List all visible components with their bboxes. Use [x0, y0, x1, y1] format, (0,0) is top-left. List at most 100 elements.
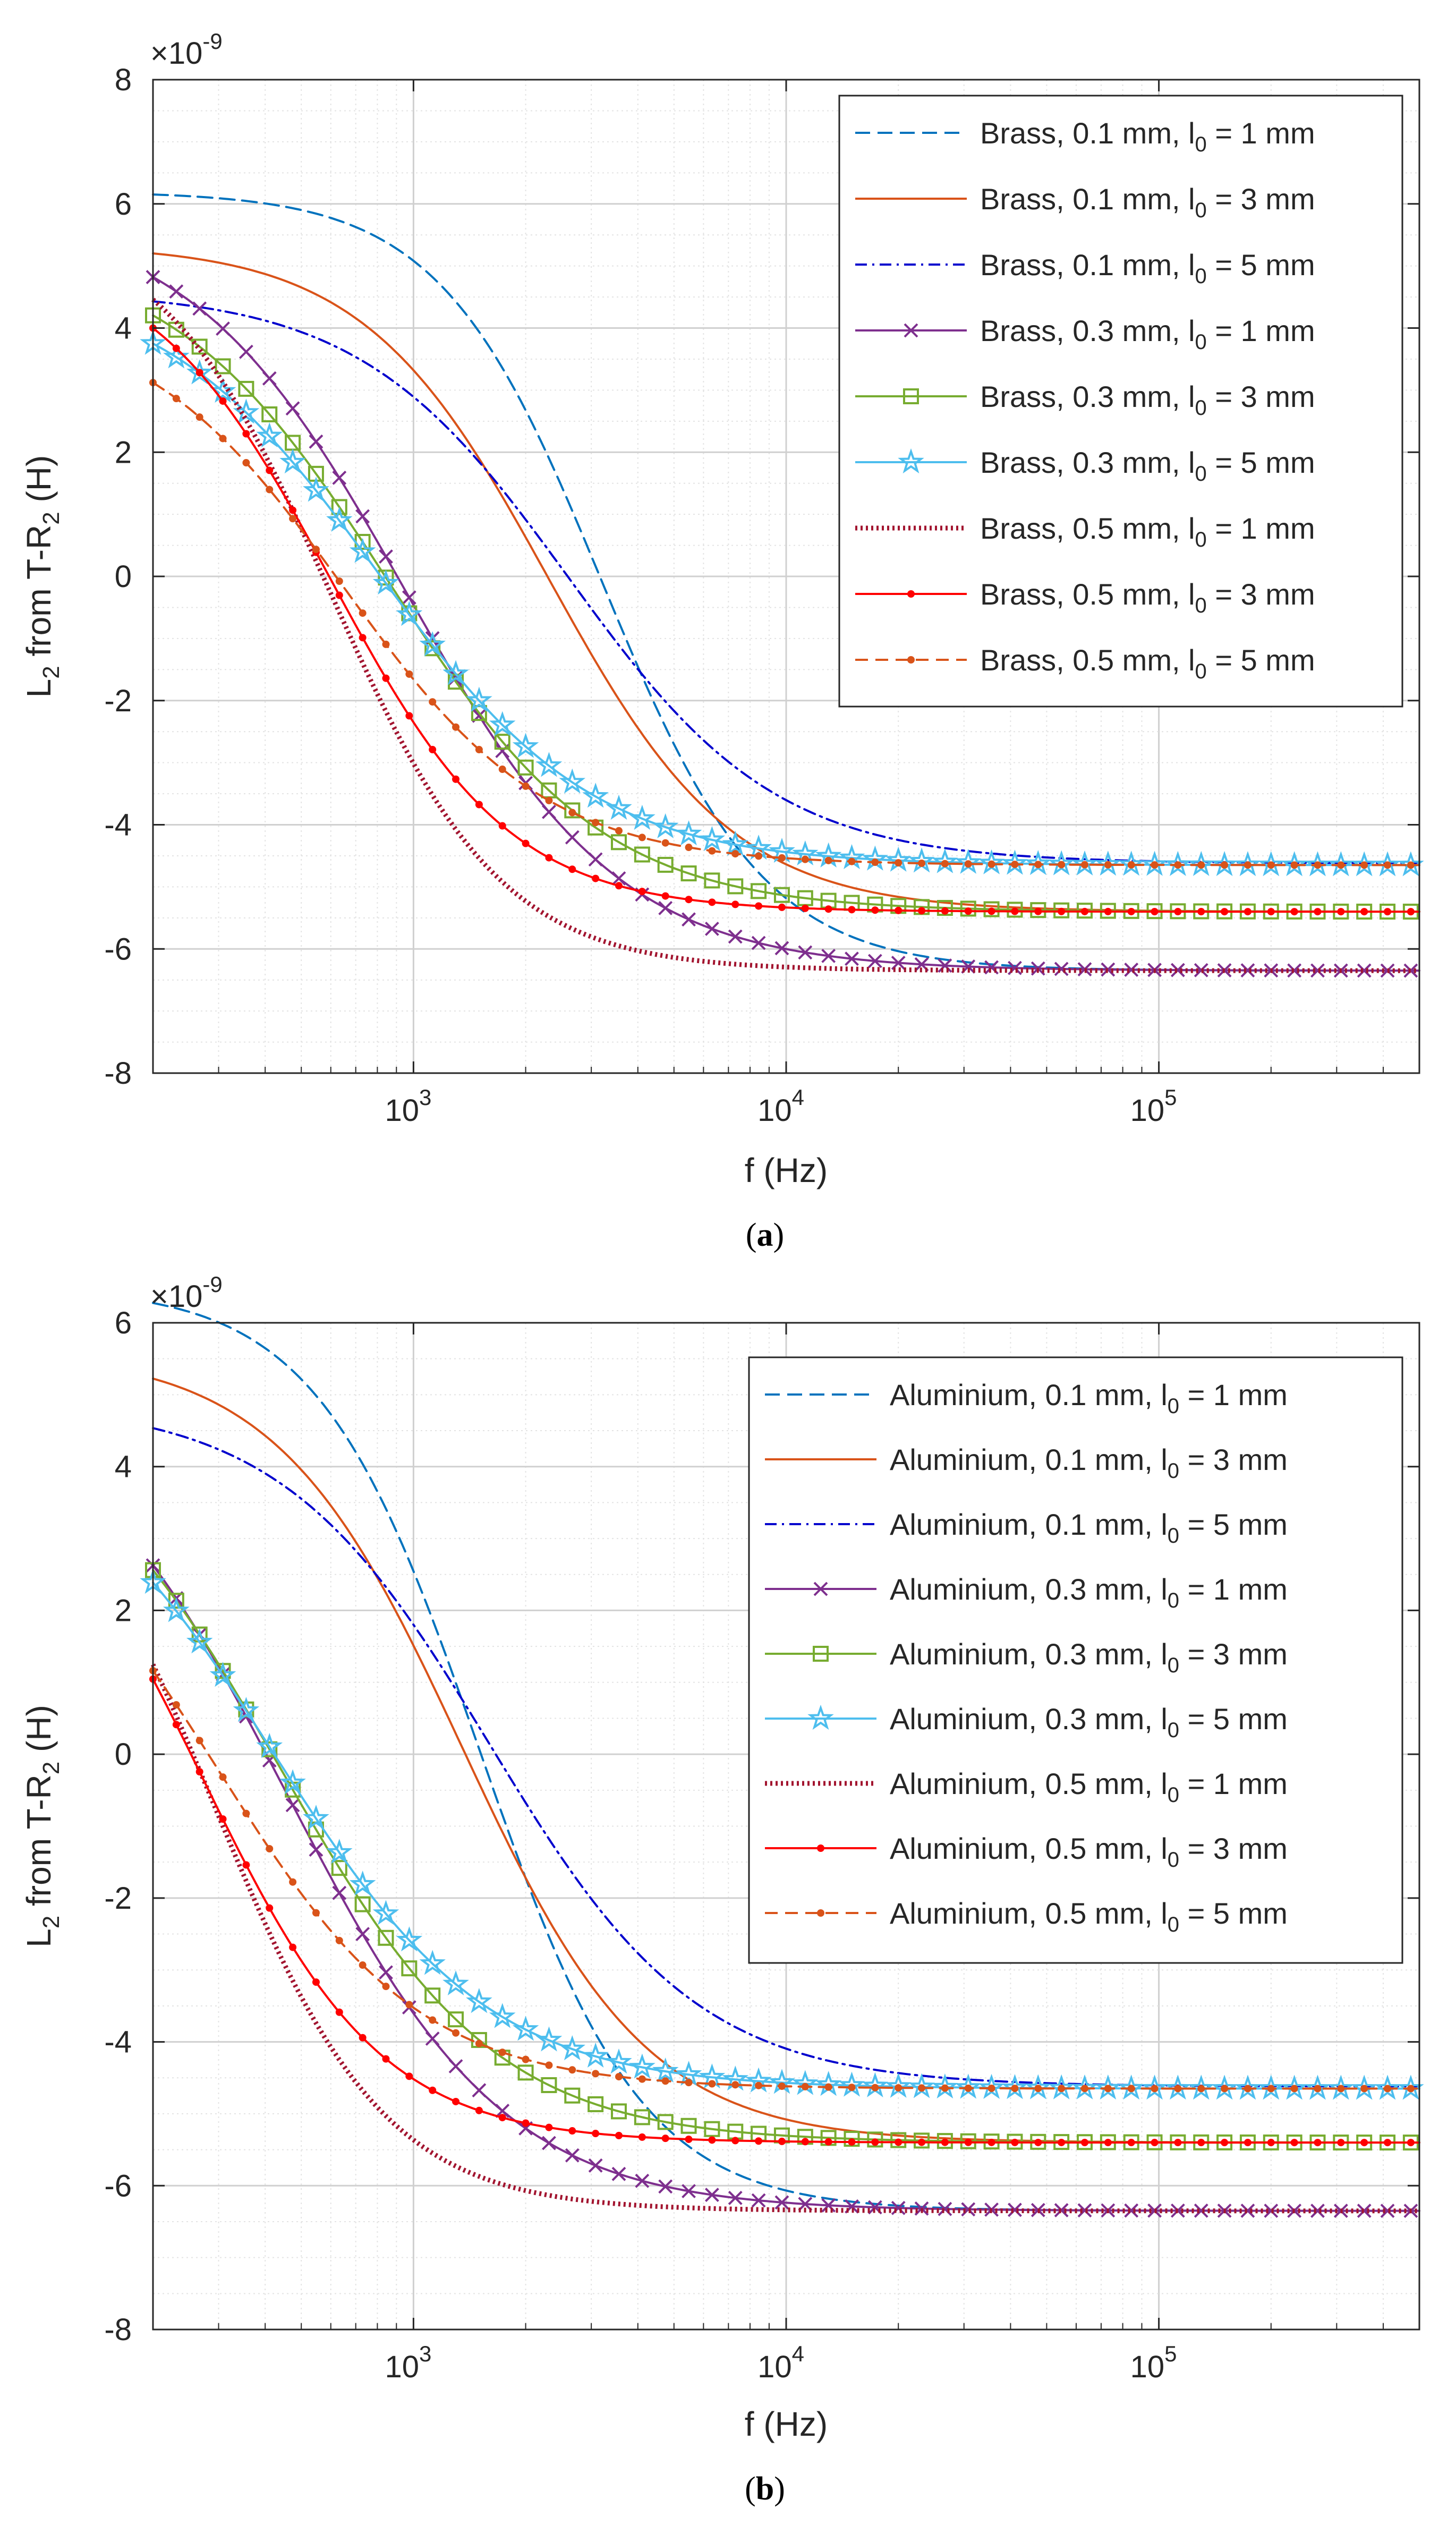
- y-tick-label: -2: [104, 1881, 132, 1916]
- series-marker: [708, 2136, 716, 2144]
- series-marker: [448, 2011, 464, 2028]
- legend-label-main: Aluminium, 0.5 mm, l: [890, 1767, 1168, 1800]
- x-tick-exponent: 4: [792, 1085, 804, 1110]
- series-marker: [498, 822, 506, 830]
- series-marker: [658, 2179, 673, 2194]
- legend-label-main: Aluminium, 0.3 mm, l: [890, 1702, 1168, 1736]
- series-marker: [1174, 2085, 1182, 2093]
- series-marker: [1011, 2138, 1019, 2146]
- series-marker: [1281, 2075, 1308, 2100]
- series-marker: [1174, 908, 1182, 916]
- series-marker: [941, 860, 949, 868]
- series-marker: [429, 746, 437, 754]
- legend-label: Aluminium, 0.1 mm, l0 = 1 mm: [890, 1378, 1288, 1418]
- series-marker: [1337, 908, 1345, 916]
- series-marker: [233, 1697, 260, 1722]
- series-marker: [1244, 2139, 1251, 2147]
- series-marker: [1147, 2203, 1162, 2218]
- series-marker: [611, 834, 627, 851]
- legend-label-sub: 0: [1195, 528, 1207, 551]
- series-marker: [801, 2082, 809, 2090]
- series-marker: [1197, 2139, 1205, 2147]
- series-marker: [303, 1805, 329, 1830]
- series-marker: [359, 609, 367, 617]
- series-marker: [628, 804, 655, 830]
- series-marker: [475, 746, 483, 754]
- series-marker: [685, 2135, 693, 2143]
- series-marker: [289, 1878, 297, 1886]
- legend-label-main: Aluminium, 0.3 mm, l: [890, 1637, 1168, 1671]
- series-marker: [652, 2058, 679, 2083]
- series-marker: [1244, 861, 1251, 869]
- series-marker: [266, 466, 274, 474]
- legend-item-3: Aluminium, 0.1 mm, l0 = 5 mm: [765, 1508, 1288, 1548]
- series-marker: [195, 413, 203, 421]
- y-tick-label: 4: [115, 1450, 132, 1484]
- legend-label: Brass, 0.5 mm, l0 = 1 mm: [980, 512, 1315, 551]
- series-marker: [172, 1721, 180, 1729]
- series-marker: [1188, 851, 1215, 877]
- series-marker: [1095, 851, 1121, 876]
- legend-label: Aluminium, 0.3 mm, l0 = 3 mm: [890, 1637, 1288, 1677]
- x-tick-label: 103: [385, 2341, 431, 2384]
- series-marker: [169, 284, 184, 299]
- series-marker: [774, 2195, 789, 2210]
- series-marker: [824, 905, 832, 913]
- series-marker: [331, 499, 347, 515]
- series-marker: [1314, 2139, 1322, 2147]
- legend-marker: [817, 1909, 824, 1917]
- series-marker: [522, 839, 530, 847]
- series-marker: [755, 902, 763, 910]
- series-marker: [522, 782, 530, 790]
- legend-box: [838, 95, 1403, 708]
- series-marker: [192, 301, 207, 316]
- series-marker: [1407, 2085, 1415, 2093]
- series-marker: [1034, 2138, 1042, 2146]
- series-marker: [1104, 861, 1112, 869]
- series-marker: [867, 2131, 883, 2148]
- series-marker: [871, 2138, 879, 2146]
- y-tick-label: 0: [115, 559, 132, 594]
- series-marker: [1244, 2085, 1251, 2093]
- series-marker: [964, 907, 972, 915]
- series-marker: [824, 856, 832, 864]
- legend-item-8: Brass, 0.5 mm, l0 = 3 mm: [855, 577, 1315, 617]
- series-marker: [262, 371, 277, 386]
- x-tick-exponent: 3: [419, 2341, 431, 2366]
- series-marker: [452, 775, 460, 783]
- series-marker: [242, 430, 250, 438]
- series-marker: [914, 2132, 930, 2149]
- series-marker: [801, 904, 809, 912]
- y-exponent-power: -9: [202, 29, 222, 54]
- series-marker: [615, 882, 623, 890]
- series-marker: [848, 2138, 856, 2146]
- series-marker: [452, 723, 460, 731]
- legend-label-sub: 0: [1195, 265, 1207, 288]
- series-marker: [1221, 2139, 1229, 2147]
- series-marker: [522, 2119, 530, 2127]
- legend-label-sub: 0: [1168, 1848, 1179, 1872]
- series-marker: [1240, 2204, 1255, 2218]
- legend-item-7: Brass, 0.5 mm, l0 = 1 mm: [855, 512, 1315, 551]
- series-marker: [960, 900, 976, 917]
- legend-label: Brass, 0.1 mm, l0 = 3 mm: [980, 182, 1315, 222]
- series-marker: [382, 2055, 390, 2063]
- y-tick-label: -6: [104, 932, 132, 966]
- caption-letter: b: [756, 2471, 774, 2507]
- series-marker: [615, 827, 623, 835]
- series-marker: [379, 1965, 393, 1980]
- series-marker: [163, 1597, 190, 1622]
- series-marker: [751, 936, 766, 950]
- legend-label-tail: = 5 mm: [1207, 446, 1315, 479]
- series-marker: [1234, 851, 1261, 877]
- series-marker: [1188, 2075, 1215, 2100]
- series-marker: [475, 801, 483, 809]
- series-marker: [1034, 2085, 1042, 2093]
- caption-paren: ): [774, 2471, 785, 2507]
- y-label-sub: 2: [38, 1916, 64, 1928]
- series-marker: [1337, 861, 1345, 869]
- series-marker: [219, 397, 227, 405]
- series-marker: [545, 2061, 553, 2069]
- legend-item-6: Brass, 0.3 mm, l0 = 5 mm: [855, 446, 1315, 486]
- series-marker: [242, 1861, 250, 1869]
